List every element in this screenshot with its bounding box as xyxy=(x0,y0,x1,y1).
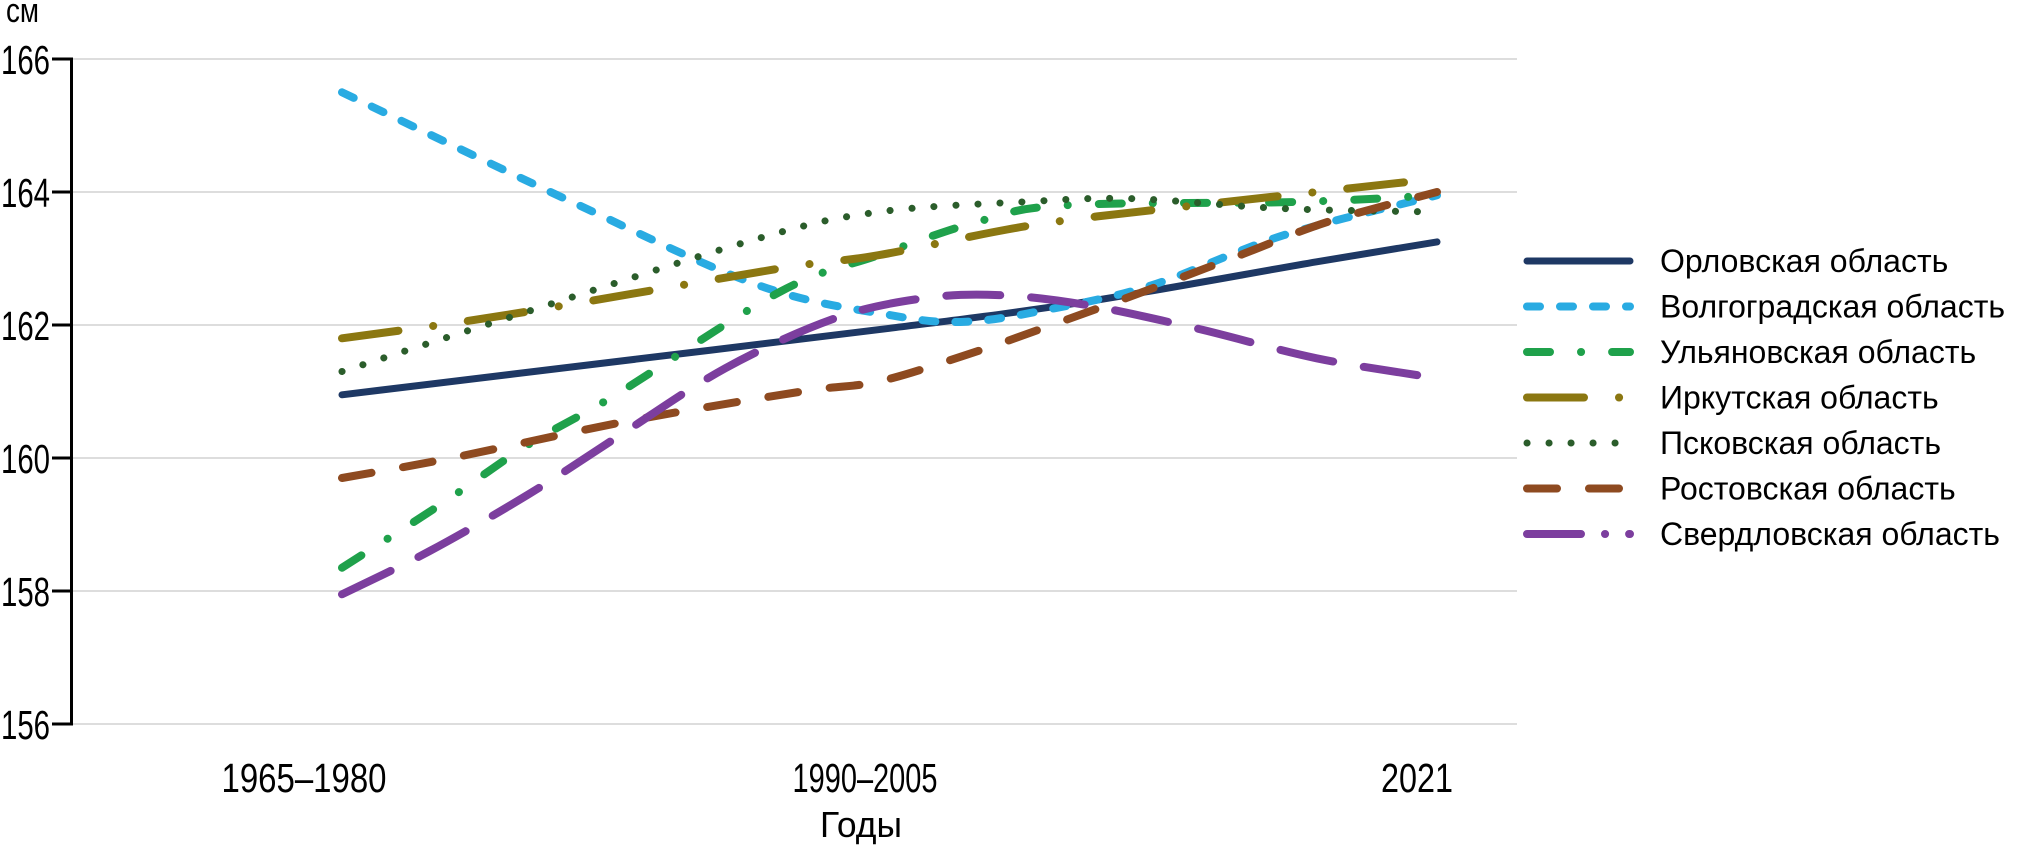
x-tick-label: 2021 xyxy=(1381,755,1453,801)
y-tick-label: 166 xyxy=(1,37,50,83)
x-tick-labels: 1965–1980 1990–2005 2021 xyxy=(222,755,1454,801)
y-tick-label: 162 xyxy=(1,303,50,349)
y-tick-label: 156 xyxy=(1,702,50,748)
legend-label: Псковская область xyxy=(1660,425,1941,461)
x-tick-label: 1990–2005 xyxy=(793,755,938,801)
y-axis-unit-label: см xyxy=(6,0,39,30)
y-tick-label: 164 xyxy=(1,170,50,216)
y-tick-label: 158 xyxy=(1,569,50,615)
legend-label: Ростовская область xyxy=(1660,471,1956,507)
axis-layer: 166 164 162 160 158 156 xyxy=(1,37,73,748)
series-line-2 xyxy=(338,191,1441,572)
x-axis-title: Годы xyxy=(820,804,902,845)
series-line-5 xyxy=(338,188,1441,482)
legend-label: Волгоградская область xyxy=(1660,289,2005,325)
y-tick-label: 160 xyxy=(1,436,50,482)
grid-layer xyxy=(71,58,1517,725)
legend: Орловская область Волгоградская область Ул… xyxy=(1523,243,2005,552)
legend-label: Ульяновская область xyxy=(1660,334,1976,370)
series-line-6 xyxy=(338,290,1441,599)
series-line-4 xyxy=(338,194,1441,375)
legend-label: Свердловская область xyxy=(1660,516,2000,552)
legend-label: Орловская область xyxy=(1660,243,1948,279)
x-tick-label: 1965–1980 xyxy=(222,755,387,801)
legend-label: Иркутская область xyxy=(1660,380,1939,416)
series-layer xyxy=(338,88,1441,599)
